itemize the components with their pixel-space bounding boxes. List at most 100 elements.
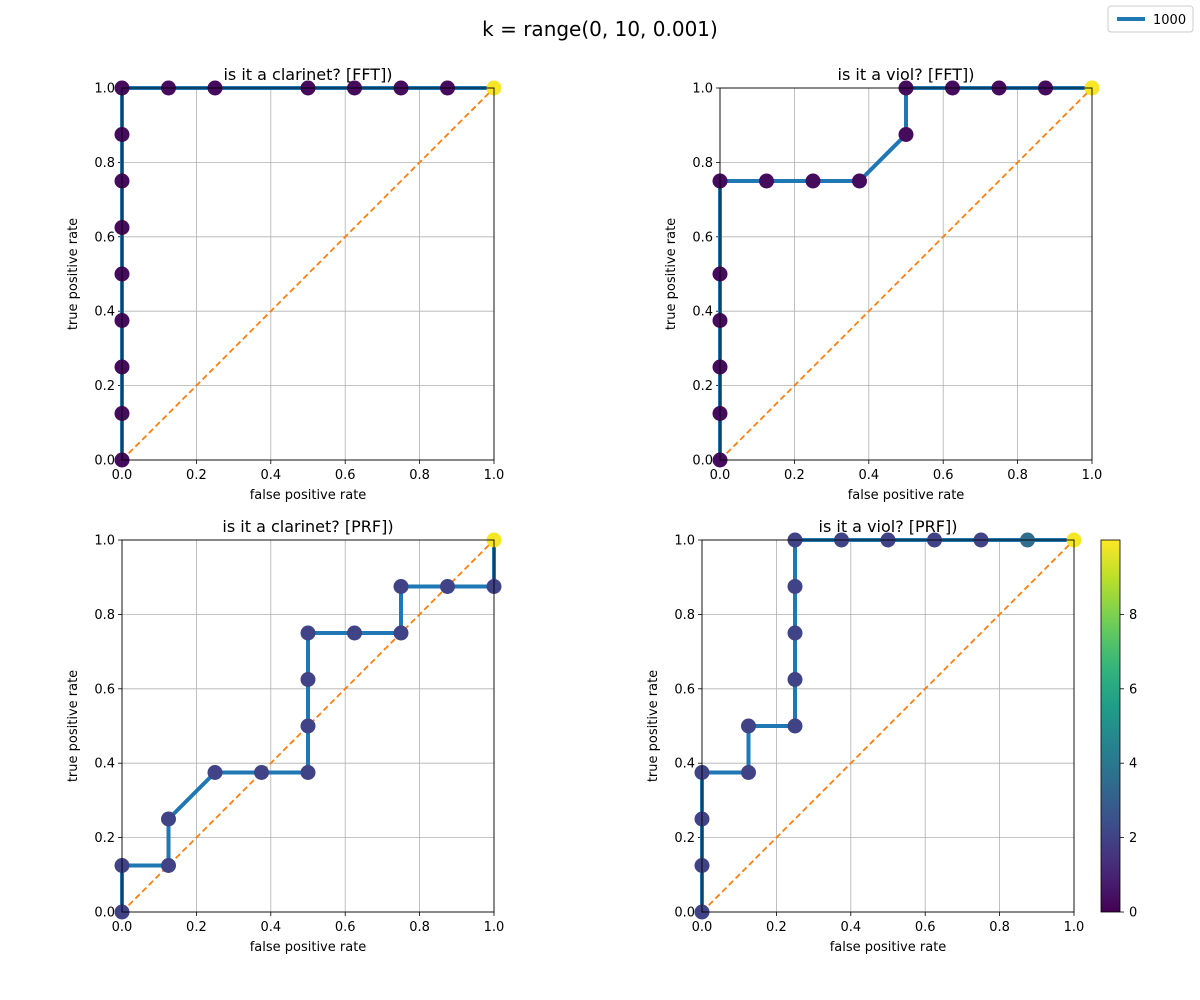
x-tick-label: 0.0 [112, 920, 133, 935]
y-tick-label: 0.8 [94, 156, 115, 171]
y-axis-label: true positive rate [66, 218, 81, 330]
y-axis-label: true positive rate [646, 670, 661, 782]
y-tick-label: 1.0 [674, 534, 695, 549]
roc-point [300, 765, 316, 780]
x-axis-label: false positive rate [848, 488, 965, 503]
x-tick-label: 0.8 [989, 920, 1010, 935]
x-tick-label: 1.0 [1064, 920, 1085, 935]
roc-point [852, 173, 867, 189]
y-tick-label: 0.0 [674, 906, 695, 921]
x-tick-label: 0.4 [840, 920, 861, 935]
x-tick-label: 0.0 [710, 468, 731, 483]
subplot-4: 0.00.0 0.2 0.2 0.4 0.4 0.6 0.6 0.8 0.8 1.0 1.0 is i… [646, 517, 1084, 955]
y-tick-label: 0.4 [94, 305, 115, 320]
y-tick-label: 0.2 [94, 831, 115, 846]
x-tick-label: 0.2 [186, 468, 207, 483]
roc-point [300, 625, 316, 641]
colorbar-tick-label: 4 [1129, 757, 1137, 772]
roc-point [161, 811, 176, 827]
roc-point [787, 718, 803, 734]
roc-point [300, 718, 316, 734]
subplot-3: 0.00.0 0.2 0.2 0.4 0.4 0.6 0.6 0.8 0.8 1.0 1.0 is i… [66, 517, 504, 955]
y-tick-label: 0.0 [94, 906, 115, 921]
roc-curve [120, 538, 496, 914]
colorbar-tick-label: 0 [1129, 906, 1137, 921]
y-tick-label: 0.8 [692, 156, 713, 171]
x-tick-label: 0.4 [858, 468, 879, 483]
colorbar: 0 2 4 6 8 [1100, 539, 1137, 921]
x-tick-label: 0.6 [335, 920, 356, 935]
x-axis-label: false positive rate [250, 940, 367, 955]
x-tick-label: 0.8 [1007, 468, 1028, 483]
y-tick-label: 0.6 [94, 682, 115, 697]
roc-point [440, 579, 455, 594]
x-tick-label: 0.2 [186, 920, 207, 935]
x-tick-label: 0.2 [784, 468, 805, 483]
y-tick-label: 0.0 [94, 454, 115, 469]
roc-point [254, 765, 269, 780]
x-tick-label: 0.4 [260, 920, 281, 935]
y-tick-label: 0.2 [692, 379, 713, 394]
x-tick-label: 0.2 [766, 920, 787, 935]
subplot-title: is it a clarinet? [FFT]) [223, 65, 392, 84]
roc-point [741, 765, 756, 780]
roc-point [300, 672, 316, 687]
y-tick-label: 1.0 [94, 534, 115, 549]
x-axis-label: false positive rate [250, 488, 367, 503]
legend-box [1107, 5, 1194, 33]
x-tick-label: 0.6 [915, 920, 936, 935]
x-tick-label: 1.0 [484, 920, 505, 935]
chance-diagonal [701, 539, 1075, 913]
axes-frame [719, 87, 1093, 461]
chance-diagonal [121, 87, 495, 461]
axes-frame [121, 539, 495, 913]
y-tick-label: 0.6 [692, 230, 713, 245]
subplot-title: is it a clarinet? [PRF]) [222, 517, 393, 536]
y-tick-label: 0.6 [94, 230, 115, 245]
figure-suptitle: k = range(0, 10, 0.001) [482, 17, 718, 41]
roc-point [741, 718, 756, 734]
y-tick-label: 0.0 [692, 454, 713, 469]
subplot-title: is it a viol? [PRF]) [819, 517, 958, 536]
roc-point [787, 579, 803, 594]
x-tick-label: 0.6 [335, 468, 356, 483]
colorbar-gradient [1100, 539, 1121, 913]
subplot-2: 0.00.0 0.2 0.2 0.4 0.4 0.6 0.6 0.8 0.8 1.0 1.0 is i… [664, 65, 1102, 503]
x-tick-label: 1.0 [1082, 468, 1103, 483]
axes-frame [701, 539, 1075, 913]
roc-point [347, 625, 362, 641]
roc-point [898, 127, 914, 142]
roc-point [207, 765, 223, 780]
y-axis-label: true positive rate [66, 670, 81, 782]
roc-point [393, 579, 409, 594]
y-tick-label: 0.2 [94, 379, 115, 394]
y-tick-label: 0.8 [94, 608, 115, 623]
axes-frame [121, 87, 495, 461]
y-axis-label: true positive rate [664, 218, 679, 330]
colorbar-tick-label: 6 [1129, 682, 1137, 697]
y-tick-label: 0.6 [674, 682, 695, 697]
x-axis-label: false positive rate [830, 940, 947, 955]
x-tick-label: 0.8 [409, 468, 430, 483]
legend-label: 1000 [1153, 13, 1186, 28]
legend: 1000 [1107, 5, 1194, 33]
colorbar-tick-label: 2 [1129, 831, 1137, 846]
y-tick-label: 0.4 [94, 757, 115, 772]
x-tick-label: 1.0 [484, 468, 505, 483]
x-tick-label: 0.0 [692, 920, 713, 935]
subplots: 0.00.00.20.20.40.40.60.60.80.81.01.0is i… [66, 65, 1102, 955]
roc-point [161, 858, 176, 873]
roc-point [787, 672, 803, 687]
subplot-title: is it a viol? [FFT]) [838, 65, 975, 84]
roc-point [805, 173, 821, 189]
roc-point [759, 173, 774, 189]
y-tick-label: 0.2 [674, 831, 695, 846]
subplot-1: 0.00.0 0.2 0.2 0.4 0.4 0.6 0.6 0.8 0.8 1.0 1.0 is i… [66, 65, 504, 503]
x-tick-label: 0.6 [933, 468, 954, 483]
roc-point [393, 625, 409, 641]
x-tick-label: 0.4 [260, 468, 281, 483]
y-tick-label: 0.4 [692, 305, 713, 320]
colorbar-tick-label: 8 [1129, 608, 1137, 623]
roc-point [787, 625, 803, 641]
